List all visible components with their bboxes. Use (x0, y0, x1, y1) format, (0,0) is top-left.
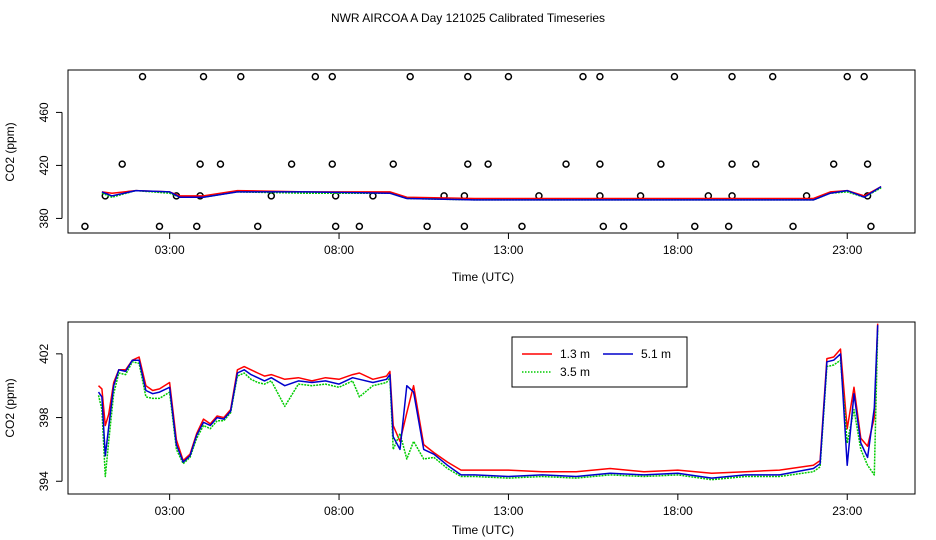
calibration-point (237, 72, 245, 81)
calibration-point (355, 222, 364, 231)
calibration-point (464, 72, 472, 81)
calibration-point (752, 160, 760, 168)
legend-label-5-1m: 5.1 m (641, 347, 671, 361)
top-y-axis-label: CO2 (ppm) (3, 122, 17, 181)
top-x-tick-label: 13:00 (493, 243, 523, 257)
calibration-point (504, 72, 513, 81)
top-series-1-3-m (101, 185, 882, 200)
calibration-point (657, 160, 665, 168)
top-y-tick-label: 420 (37, 155, 51, 175)
top-y-tick-label: 460 (37, 102, 51, 122)
bottom-series-lines (97, 323, 879, 481)
top-x-tick-label: 18:00 (663, 243, 693, 257)
calibration-point (768, 72, 777, 81)
calibration-point (287, 160, 296, 168)
top-y-tick-label: 380 (37, 208, 51, 228)
calibration-point (596, 160, 604, 168)
legend-label-1-3m: 1.3 m (560, 347, 590, 361)
calibration-point (728, 72, 736, 81)
calibration-point (216, 160, 225, 168)
calibration-point (789, 222, 797, 231)
bottom-series-1-3-m (97, 323, 879, 475)
bottom-x-tick-label: 08:00 (324, 504, 354, 518)
calibration-point (138, 72, 147, 81)
bottom-y-tick-label: 398 (37, 407, 51, 427)
calibration-point (196, 160, 204, 168)
legend: 1.3 m 3.5 m 5.1 m (511, 336, 688, 388)
calibration-point (619, 222, 628, 231)
top-x-axis: 03:00 08:00 13:00 18:00 23:00 (155, 233, 863, 257)
top-calibration-points (81, 72, 875, 231)
bottom-plot-frame (67, 321, 916, 495)
calibration-point (464, 160, 472, 168)
top-x-axis-label: Time (UTC) (452, 270, 514, 284)
legend-label-3-5m: 3.5 m (560, 365, 590, 379)
calibration-point (118, 160, 126, 168)
calibration-point (460, 222, 469, 231)
calibration-point (155, 222, 164, 231)
top-plot-frame (67, 69, 916, 234)
calibration-point (406, 72, 414, 81)
calibration-point (829, 160, 838, 168)
calibration-point (518, 222, 526, 231)
page-title: NWR AIRCOA A Day 121025 Calibrated Times… (331, 11, 605, 25)
calibration-point (328, 160, 337, 168)
calibration-point (267, 192, 276, 200)
bottom-x-tick-label: 23:00 (832, 504, 862, 518)
bottom-y-tick-label: 394 (37, 471, 51, 491)
top-panel: 03:00 08:00 13:00 18:00 23:00 380 420 460 Time… (3, 69, 916, 284)
calibration-point (867, 222, 875, 231)
calibration-point (253, 222, 262, 231)
calibration-point (596, 72, 604, 81)
calibration-point (670, 72, 679, 81)
top-y-axis: 380 420 460 (37, 102, 63, 228)
calibration-point (389, 160, 397, 168)
bottom-series-3-5-m (97, 329, 879, 481)
calibration-point (579, 72, 587, 81)
calibration-point (192, 222, 201, 231)
bottom-x-tick-label: 13:00 (493, 504, 523, 518)
calibration-point (691, 222, 699, 231)
calibration-point (562, 160, 570, 168)
top-series-lines (101, 185, 882, 201)
calibration-point (843, 72, 851, 81)
bottom-x-axis-label: Time (UTC) (452, 523, 514, 537)
calibration-point (423, 222, 431, 231)
bottom-y-axis: 394 398 402 (37, 344, 63, 491)
top-x-tick-label: 08:00 (324, 243, 354, 257)
bottom-x-axis: 03:00 08:00 13:00 18:00 23:00 (155, 494, 863, 518)
bottom-series-5-1-m (97, 325, 879, 479)
bottom-y-tick-label: 402 (37, 344, 51, 364)
calibration-point (860, 72, 868, 81)
calibration-point (328, 72, 337, 81)
calibration-point (863, 160, 872, 168)
calibration-point (484, 160, 492, 168)
bottom-panel: 03:00 08:00 13:00 18:00 23:00 394 398 402 Time… (3, 321, 916, 537)
legend-box (511, 336, 688, 388)
bottom-y-axis-label: CO2 (ppm) (3, 378, 17, 437)
top-x-tick-label: 23:00 (832, 243, 862, 257)
top-series-5-1-m (101, 185, 882, 201)
calibration-point (728, 160, 736, 168)
bottom-x-tick-label: 18:00 (663, 504, 693, 518)
top-x-tick-label: 03:00 (155, 243, 185, 257)
calibration-point (599, 222, 608, 231)
calibration-point (724, 222, 733, 231)
calibration-point (331, 222, 340, 231)
calibration-point (311, 72, 320, 81)
calibration-point (199, 72, 208, 81)
bottom-x-tick-label: 03:00 (155, 504, 185, 518)
calibration-point (81, 222, 89, 231)
